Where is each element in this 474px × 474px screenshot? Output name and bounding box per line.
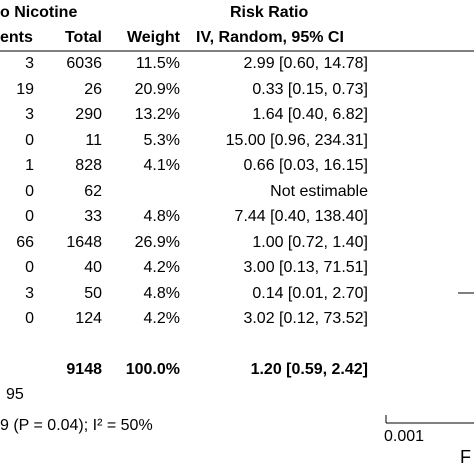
row-total: 50 — [84, 284, 102, 302]
row-risk-ratio-ci: 15.00 [0.96, 234.31] — [225, 131, 368, 149]
row-weight: 20.9% — [134, 80, 180, 98]
row-total: 62 — [84, 182, 102, 200]
total-column-header: Total — [64, 29, 102, 46]
total-sample-size: 9148 — [66, 361, 102, 378]
row-events: 0 — [25, 131, 34, 149]
row-total: 6036 — [66, 55, 102, 72]
row-events: 0 — [25, 182, 34, 200]
row-risk-ratio-ci: 0.66 [0.03, 16.15] — [243, 157, 368, 174]
row-weight: 11.5% — [135, 55, 180, 72]
method-column-header: IV, Random, 95% CI — [196, 29, 344, 46]
row-total: 828 — [75, 157, 102, 174]
weight-column-header: Weight — [126, 29, 180, 46]
row-risk-ratio-ci: 1.00 [0.72, 1.40] — [252, 233, 368, 251]
heterogeneity-text: 9 (P = 0.04); I² = 50% — [0, 417, 153, 434]
row-events: 3 — [25, 106, 34, 123]
row-risk-ratio-ci: 3.02 [0.12, 73.52] — [243, 310, 368, 327]
pooled-risk-ratio: 1.20 [0.59, 2.42] — [250, 361, 368, 378]
row-events: 66 — [16, 233, 34, 251]
row-total: 40 — [84, 259, 102, 276]
axis-favours-label-fragment: F — [460, 447, 471, 467]
row-total: 124 — [75, 310, 102, 327]
row-events: 0 — [25, 259, 34, 276]
row-weight: 4.2% — [143, 310, 180, 327]
row-weight: 4.8% — [143, 208, 180, 225]
row-events: 0 — [25, 208, 34, 225]
row-risk-ratio-ci: 0.33 [0.15, 0.73] — [252, 80, 368, 98]
row-weight: 26.9% — [134, 233, 180, 251]
row-total: 1648 — [66, 233, 102, 251]
row-total: 290 — [75, 106, 102, 123]
row-total: 11 — [85, 131, 102, 149]
row-events: 0 — [25, 310, 34, 327]
row-total: 26 — [84, 80, 102, 98]
row-weight: 13.2% — [134, 106, 180, 123]
row-risk-ratio-ci: 7.44 [0.40, 138.40] — [234, 208, 368, 225]
x-axis-tick-label: 0.001 — [384, 428, 425, 445]
row-total: 33 — [84, 208, 102, 225]
risk-ratio-title: Risk Ratio — [230, 4, 309, 21]
row-risk-ratio-ci: Not estimable — [270, 182, 368, 200]
row-weight: 4.8% — [143, 284, 180, 302]
experimental-group-title: o Nicotine — [0, 4, 78, 21]
row-weight: 4.1% — [143, 157, 180, 174]
total-events: 95 — [6, 386, 24, 403]
row-risk-ratio-ci: 0.14 [0.01, 2.70] — [252, 284, 368, 302]
row-risk-ratio-ci: 1.64 [0.40, 6.82] — [252, 106, 368, 123]
row-risk-ratio-ci: 3.00 [0.13, 71.51] — [243, 259, 368, 276]
row-events: 3 — [25, 55, 34, 72]
events-column-header: ents — [0, 29, 33, 46]
row-events: 19 — [16, 80, 34, 98]
row-events: 3 — [25, 284, 34, 302]
row-risk-ratio-ci: 2.99 [0.60, 14.78] — [243, 55, 368, 72]
total-weight: 100.0% — [125, 361, 180, 378]
row-weight: 5.3% — [143, 131, 180, 149]
row-events: 1 — [25, 157, 34, 174]
row-weight: 4.2% — [143, 259, 180, 276]
